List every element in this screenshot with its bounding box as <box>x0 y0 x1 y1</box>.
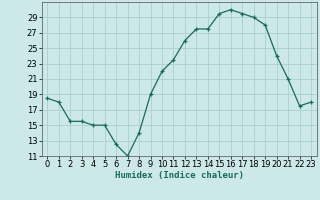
X-axis label: Humidex (Indice chaleur): Humidex (Indice chaleur) <box>115 171 244 180</box>
